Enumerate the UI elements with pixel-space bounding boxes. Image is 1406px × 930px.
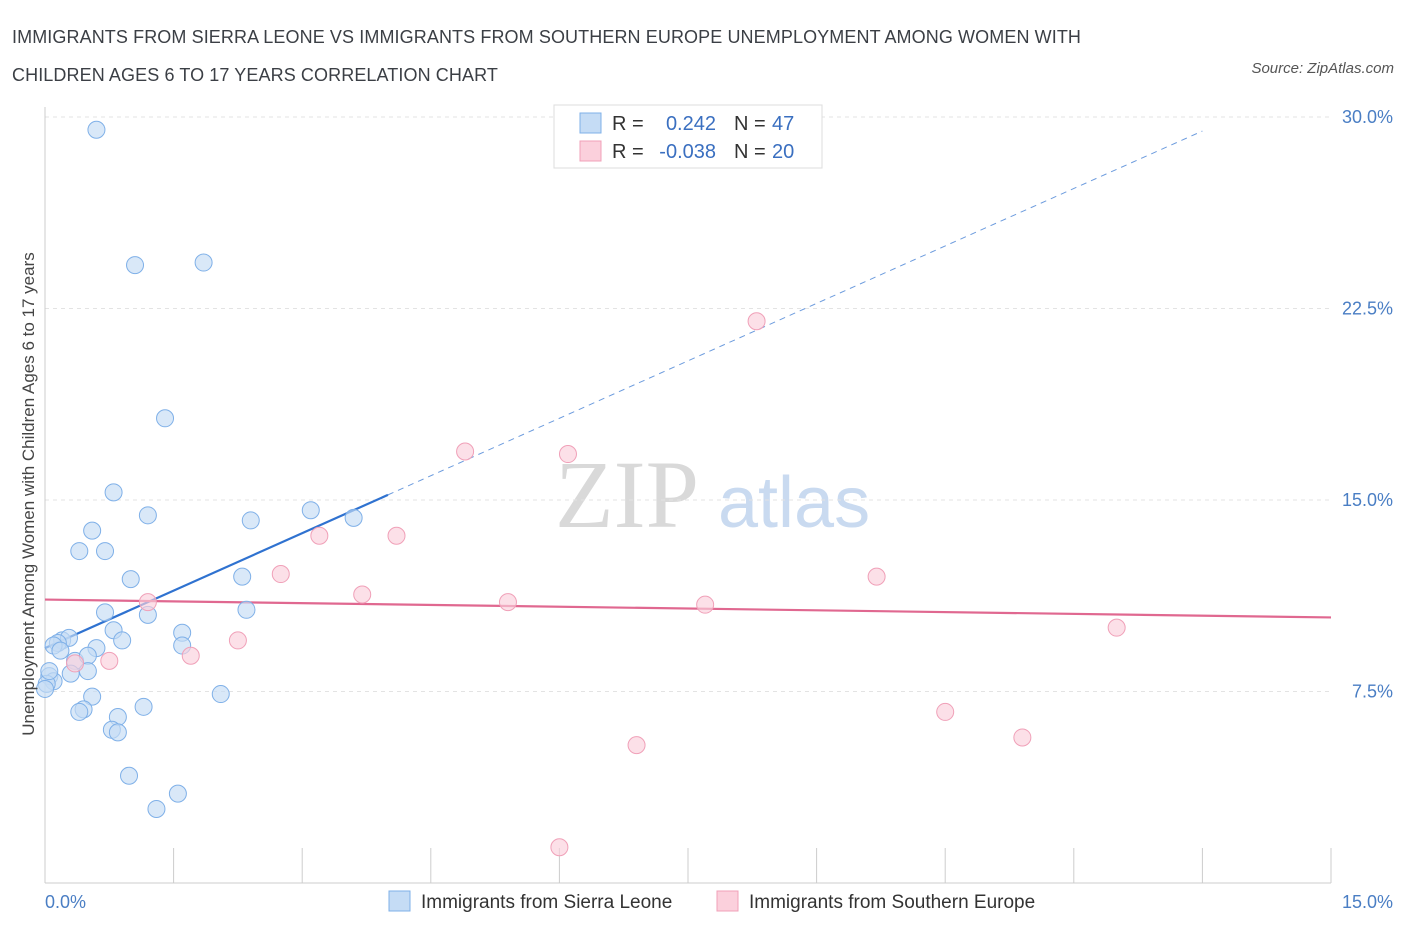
point-s0-6 xyxy=(83,521,102,540)
point-s1-13 xyxy=(181,646,200,665)
legend-n-value-1: 47 xyxy=(772,113,794,135)
legend-n-label-2: N = xyxy=(734,141,766,163)
point-s0-34 xyxy=(83,687,102,706)
bottom-legend-label-sierra-leone: Immigrants from Sierra Leone xyxy=(421,892,672,913)
source-label: Source: ZipAtlas.com xyxy=(1251,60,1394,77)
point-s0-2 xyxy=(194,253,213,272)
point-s0-45 xyxy=(40,662,59,681)
point-s1-6 xyxy=(867,567,886,586)
point-s0-13 xyxy=(233,567,252,586)
watermark-atlas: atlas xyxy=(718,463,870,543)
point-s0-41 xyxy=(108,723,127,742)
point-s0-36 xyxy=(70,702,89,721)
point-s1-9 xyxy=(696,595,715,614)
trend-line-0 xyxy=(44,493,389,650)
x-tick-label-max: 15.0% xyxy=(1342,892,1393,912)
point-s0-46 xyxy=(36,679,54,698)
legend-swatch-southern-europe xyxy=(579,140,602,162)
trend-line-extension-0 xyxy=(387,130,1203,496)
bottom-legend-swatch-sierra-leone xyxy=(388,890,411,912)
point-s0-44 xyxy=(147,799,166,818)
point-s0-39 xyxy=(211,685,230,704)
y-tick-label-1: 15.0% xyxy=(1342,490,1393,510)
point-s0-16 xyxy=(237,600,256,619)
point-s1-12 xyxy=(228,631,247,650)
legend-n-value-2: 20 xyxy=(772,141,794,163)
bottom-legend-label-southern-europe: Immigrants from Southern Europe xyxy=(749,892,1035,913)
legend-r-label-2: R = xyxy=(612,141,644,163)
legend-r-value-1: 0.242 xyxy=(666,113,716,135)
point-s0-1 xyxy=(126,256,145,275)
point-s0-0 xyxy=(87,120,106,139)
point-s1-15 xyxy=(936,702,955,721)
point-s0-23 xyxy=(51,641,70,660)
point-s0-9 xyxy=(301,501,320,520)
point-s1-1 xyxy=(456,442,475,461)
point-s0-38 xyxy=(134,697,153,716)
y-tick-labels: 7.5% 15.0% 22.5% 30.0% xyxy=(1342,107,1393,702)
chart-title: IMMIGRANTS FROM SIERRA LEONE VS IMMIGRAN… xyxy=(12,27,1082,85)
correlation-legend: R = 0.242 N = 47 R = -0.038 N = 20 xyxy=(553,104,823,169)
legend-n-label-1: N = xyxy=(734,113,766,135)
point-s0-11 xyxy=(241,511,260,530)
grid-lines xyxy=(45,116,1331,692)
point-s1-18 xyxy=(550,838,569,857)
trend-lines xyxy=(44,130,1332,650)
point-s0-8 xyxy=(96,542,115,561)
legend-r-value-2: -0.038 xyxy=(659,141,716,163)
point-s0-12 xyxy=(121,570,140,589)
y-tick-label-0: 7.5% xyxy=(1352,682,1393,702)
point-s0-7 xyxy=(70,542,89,561)
point-s1-11 xyxy=(1107,618,1126,637)
data-points xyxy=(36,120,1126,857)
point-s1-8 xyxy=(498,593,517,612)
watermark-zip: ZIP xyxy=(555,441,699,548)
point-s0-24 xyxy=(113,631,132,650)
legend-r-label-1: R = xyxy=(612,113,644,135)
y-axis-label: Unemployment Among Women with Children A… xyxy=(19,252,38,736)
point-s1-0 xyxy=(747,312,766,331)
point-s0-3 xyxy=(156,409,175,428)
point-s1-16 xyxy=(1013,728,1032,747)
point-s1-7 xyxy=(353,585,372,604)
y-tick-label-2: 22.5% xyxy=(1342,299,1393,319)
legend-swatch-sierra-leone xyxy=(579,112,602,134)
point-s1-5 xyxy=(271,565,290,584)
bottom-legend-swatch-southern-europe xyxy=(716,890,739,912)
point-s1-4 xyxy=(310,526,329,545)
point-s1-3 xyxy=(387,526,406,545)
point-s1-10 xyxy=(138,593,157,612)
x-tick-label-min: 0.0% xyxy=(45,892,86,912)
point-s0-42 xyxy=(120,766,139,785)
point-s0-10 xyxy=(344,508,363,527)
point-s0-5 xyxy=(138,506,157,525)
point-s0-43 xyxy=(168,784,187,803)
point-s1-17 xyxy=(627,736,646,755)
point-s1-2 xyxy=(558,445,577,464)
y-tick-label-3: 30.0% xyxy=(1342,107,1393,127)
series-legend: Immigrants from Sierra Leone Immigrants … xyxy=(388,890,1035,913)
trend-line-1 xyxy=(44,598,1332,619)
point-s0-4 xyxy=(104,483,123,502)
point-s0-14 xyxy=(96,603,115,622)
point-s1-14 xyxy=(100,651,119,670)
point-s1-19 xyxy=(66,654,85,673)
